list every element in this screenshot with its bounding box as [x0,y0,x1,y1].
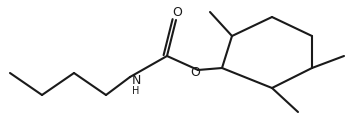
Text: O: O [190,67,200,79]
Text: H: H [132,86,139,96]
Text: O: O [172,6,182,19]
Text: N: N [132,73,141,87]
